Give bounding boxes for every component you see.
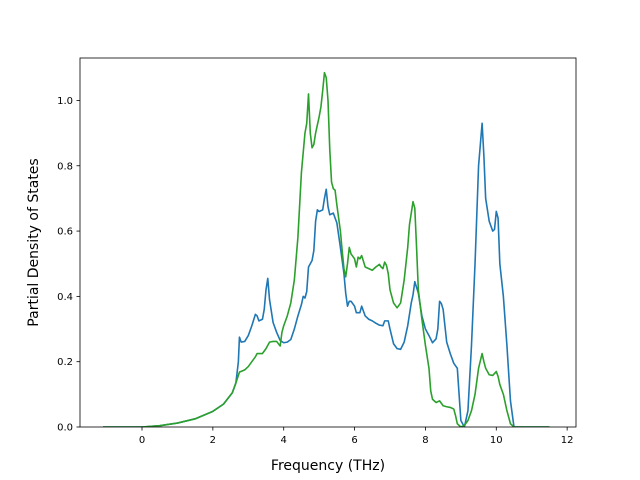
- x-tick-label: 4: [281, 435, 287, 446]
- y-tick-label: 0.4: [57, 292, 73, 303]
- series-line-2: [103, 71, 550, 427]
- y-tick-label: 0.6: [57, 227, 73, 238]
- x-tick-label: 2: [210, 435, 216, 446]
- x-tick-label: 12: [561, 435, 574, 446]
- x-axis-ticks: 0 2 4 6 8 10 12: [139, 427, 574, 446]
- x-tick-label: 8: [422, 435, 428, 446]
- x-tick-label: 10: [490, 435, 503, 446]
- plot-frame: [79, 57, 577, 428]
- x-tick-label: 6: [351, 435, 357, 446]
- y-axis-label: Partial Density of States: [26, 158, 42, 326]
- y-axis-ticks: 0.0 0.2 0.4 0.6 0.8 1.0: [57, 96, 80, 434]
- y-tick-label: 0.2: [57, 357, 73, 368]
- y-tick-label: 0.8: [57, 161, 73, 172]
- series-layer: [103, 71, 550, 427]
- x-axis-label: Frequency (THz): [271, 458, 385, 474]
- y-tick-label: 1.0: [57, 96, 73, 107]
- x-tick-label: 0: [139, 435, 145, 446]
- y-tick-label: 0.0: [57, 423, 73, 434]
